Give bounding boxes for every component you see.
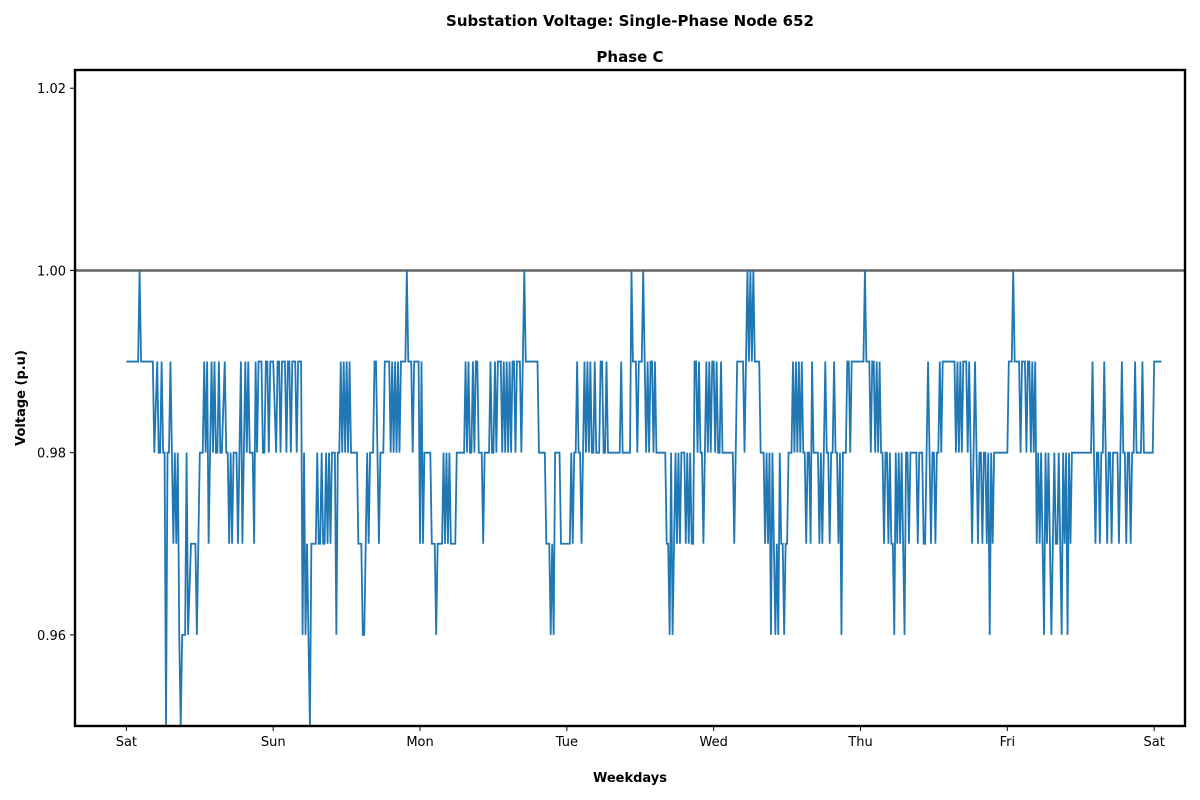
series-line (126, 270, 1162, 726)
x-tick-label: Sun (261, 735, 286, 750)
y-tick-label: 1.00 (37, 264, 66, 279)
x-axis: Sat Sun Mon Tue Wed Thu Fri Sat (116, 726, 1165, 750)
x-tick-label: Wed (700, 735, 728, 750)
x-tick-label: Thu (847, 735, 872, 750)
x-axis-label: Weekdays (593, 771, 667, 786)
y-tick-label: 1.02 (37, 82, 66, 97)
y-tick-label: 0.96 (37, 629, 66, 644)
plot-frame (73, 68, 1187, 728)
x-tick-label: Mon (406, 735, 433, 750)
y-axis-label: Voltage (p.u) (14, 350, 29, 446)
x-tick-label: Fri (1000, 735, 1016, 750)
y-axis: 0.96 0.98 1.00 1.02 (37, 82, 75, 644)
chart-subtitle: Phase C (596, 48, 663, 66)
x-tick-label: Sat (1144, 735, 1165, 750)
x-tick-label: Tue (555, 735, 578, 750)
y-tick-label: 0.98 (37, 447, 66, 462)
x-tick-label: Sat (116, 735, 137, 750)
series-layer (126, 270, 1162, 726)
chart-title: Substation Voltage: Single-Phase Node 65… (446, 12, 814, 30)
